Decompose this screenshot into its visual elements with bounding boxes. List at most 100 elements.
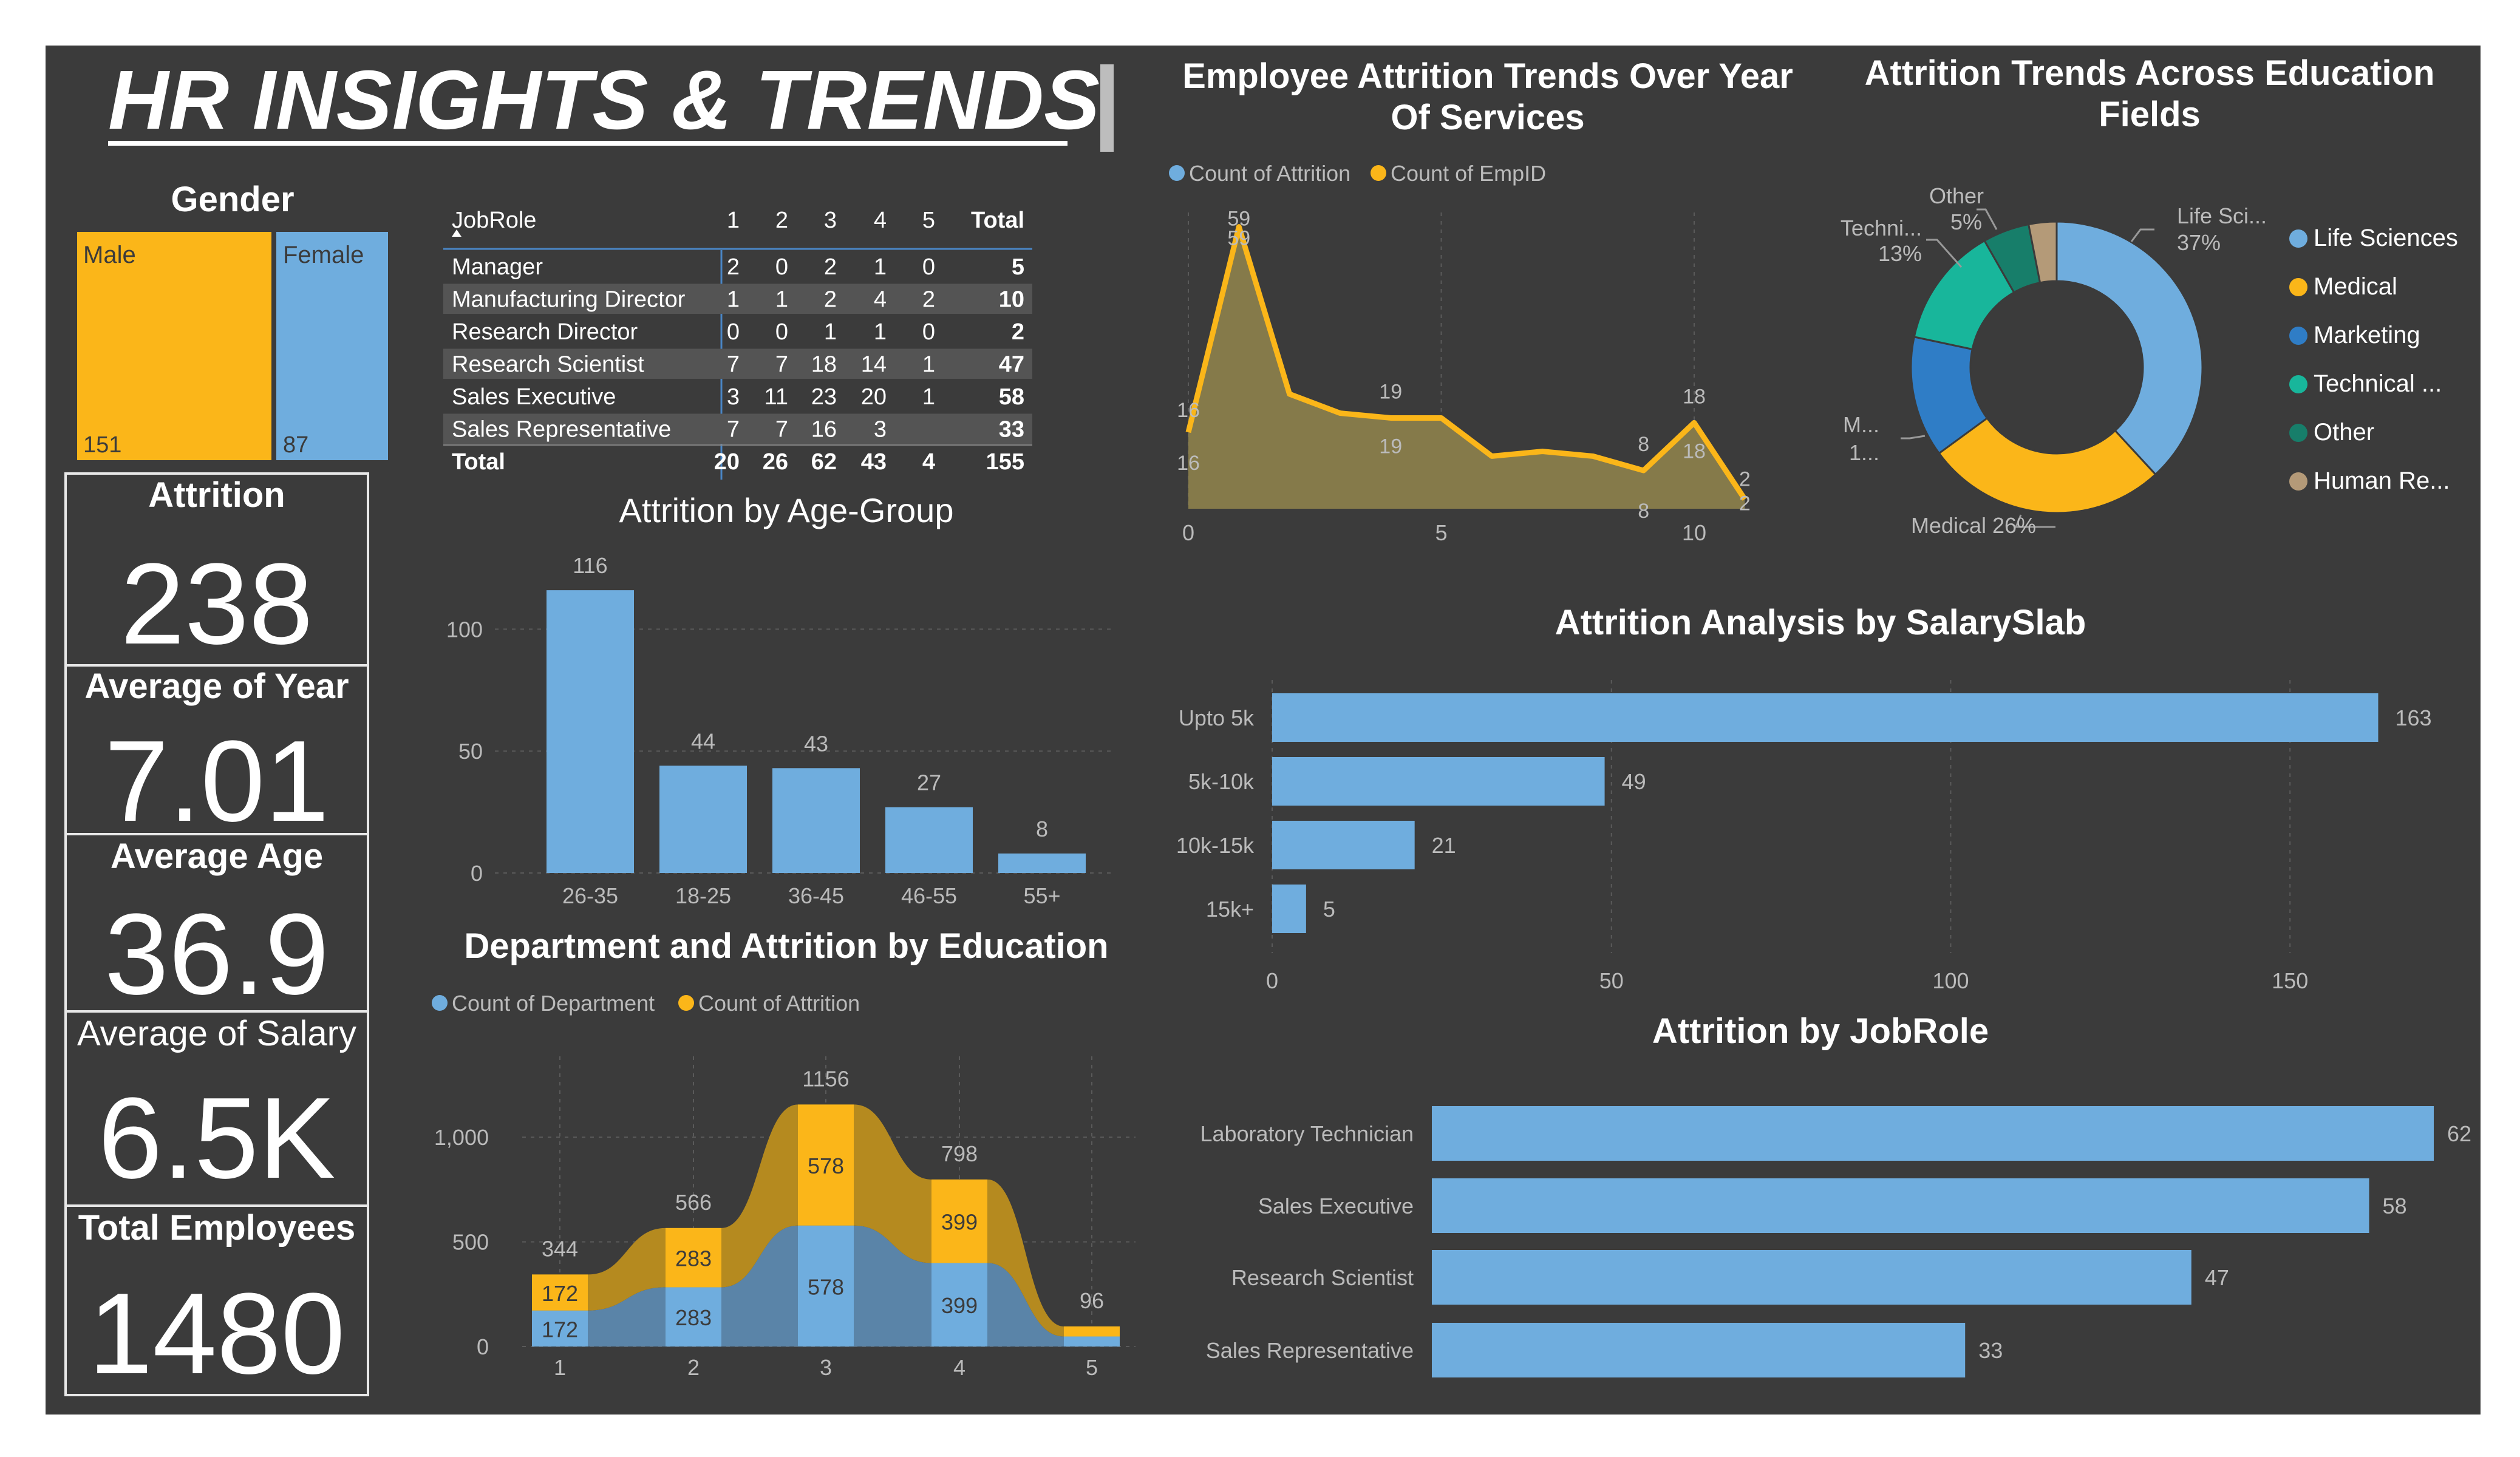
age-bar[interactable] xyxy=(772,768,860,873)
kpi-total-employees-value: 1480 xyxy=(89,1269,346,1398)
age-x-tick: 18-25 xyxy=(675,883,731,908)
age-bar[interactable] xyxy=(998,853,1086,873)
table-cell: 7 xyxy=(775,417,788,443)
donut-legend-item[interactable]: Medical xyxy=(2314,273,2397,300)
dept-y-tick: 1,000 xyxy=(434,1125,489,1150)
table-row[interactable]: Research Director 0 0 1 1 0 2 xyxy=(452,319,1024,345)
dept-column-department[interactable] xyxy=(931,1263,987,1347)
salary-category-label: 15k+ xyxy=(1206,897,1254,922)
salary-bar[interactable] xyxy=(1272,821,1415,869)
sort-arrow-icon[interactable] xyxy=(452,229,461,237)
salary-bar[interactable] xyxy=(1272,885,1306,933)
donut-slice[interactable] xyxy=(2055,220,2204,476)
kpi-avg-salary-value: 6.5K xyxy=(98,1074,336,1203)
table-cell: 2 xyxy=(727,254,740,280)
donut-slice[interactable] xyxy=(1938,416,2157,514)
education-donut-chart: Attrition Trends Across Education Fields… xyxy=(1841,53,2458,538)
service-point-label: 16 xyxy=(1177,452,1200,475)
service-area[interactable] xyxy=(1188,226,1745,509)
donut-legend-item[interactable]: Life Sciences xyxy=(2314,225,2458,251)
dept-column-department[interactable] xyxy=(666,1287,721,1347)
service-point-label: 2 xyxy=(1739,492,1751,515)
donut-legend-marker xyxy=(2289,229,2307,248)
donut-leader-line xyxy=(2014,514,2055,528)
dept-legend-marker-attrition xyxy=(678,995,694,1011)
dept-column-department[interactable] xyxy=(1064,1336,1120,1347)
donut-legend-item[interactable]: Marketing xyxy=(2314,322,2420,348)
donut-legend-item[interactable]: Human Re... xyxy=(2314,467,2450,494)
table-cell: 18 xyxy=(811,352,837,378)
age-bar[interactable] xyxy=(659,766,747,873)
table-cell: 7 xyxy=(775,352,788,378)
service-legend-empid[interactable]: Count of EmpID xyxy=(1391,161,1546,186)
table-cell: 2 xyxy=(824,287,837,313)
gender-female-tile[interactable] xyxy=(274,229,390,463)
table-row-band xyxy=(443,413,1032,444)
table-cell: 5 xyxy=(1012,254,1024,280)
table-cell: 1 xyxy=(922,352,935,378)
gender-male-tile[interactable] xyxy=(75,229,274,463)
donut-legend-marker xyxy=(2289,375,2307,393)
salary-category-label: 5k-10k xyxy=(1188,769,1255,794)
salary-chart-title: Attrition Analysis by SalarySlab xyxy=(1555,603,2086,642)
service-line[interactable] xyxy=(1185,224,1748,501)
donut-title-line1: Attrition Trends Across Education xyxy=(1865,53,2435,93)
jobrole-bar[interactable] xyxy=(1432,1178,2369,1233)
dept-legend-marker-department xyxy=(432,995,448,1011)
dept-legend-attrition[interactable]: Count of Attrition xyxy=(698,991,860,1016)
salary-bar[interactable] xyxy=(1272,693,2379,742)
kpi-avg-year-card: Average of Year 7.01 xyxy=(64,664,369,846)
service-legend-attrition[interactable]: Count of Attrition xyxy=(1189,161,1350,186)
dept-column-attrition[interactable] xyxy=(532,1274,588,1311)
dept-column-department[interactable] xyxy=(798,1225,854,1347)
table-header-jobrole[interactable]: JobRole xyxy=(452,208,536,233)
table-header-cell: 1 xyxy=(727,208,740,233)
dept-column-attrition[interactable] xyxy=(666,1228,721,1288)
dept-column-attrition[interactable] xyxy=(798,1104,854,1226)
table-row[interactable]: Research Scientist 7 7 18 14 1 47 xyxy=(452,352,1024,378)
table-row[interactable]: Sales Executive 3 11 23 20 1 58 xyxy=(452,384,1024,410)
jobrole-bar[interactable] xyxy=(1432,1106,2434,1161)
dept-column-attrition[interactable] xyxy=(931,1179,987,1263)
table-cell: 33 xyxy=(999,417,1024,443)
table-cell: 58 xyxy=(999,384,1024,410)
donut-legend-item[interactable]: Other xyxy=(2314,419,2374,446)
donut-legend-item[interactable]: Technical ... xyxy=(2314,370,2442,397)
table-header-cell: 3 xyxy=(824,208,837,233)
table-cell: 0 xyxy=(727,319,740,345)
table-row[interactable]: Manufacturing Director 1 1 2 4 2 10 xyxy=(452,287,1024,313)
donut-slice[interactable] xyxy=(2027,220,2058,284)
jobrole-bar[interactable] xyxy=(1432,1250,2191,1305)
gender-male-value: 151 xyxy=(83,432,121,458)
dept-y-tick: 500 xyxy=(452,1230,489,1255)
jobrole-bar-label: 33 xyxy=(1978,1338,2003,1363)
salary-x-tick: 50 xyxy=(1599,968,1624,993)
kpi-avg-salary-card: Average of Salary 6.5K xyxy=(64,1010,369,1207)
dept-column-department[interactable] xyxy=(532,1310,588,1347)
table-cell: 0 xyxy=(775,319,788,345)
kpi-total-employees-label: Total Employees xyxy=(78,1208,356,1248)
service-point-label: 19 xyxy=(1379,435,1402,458)
table-row[interactable]: Sales Representative 7 7 16 3 33 xyxy=(452,417,1024,443)
dept-column-attrition[interactable] xyxy=(1064,1326,1120,1337)
table-row[interactable]: Manager 2 0 2 1 0 5 xyxy=(452,254,1024,280)
table-cell-jobrole: Sales Executive xyxy=(452,384,616,410)
kpi-attrition-card: Attrition 238 xyxy=(64,472,369,668)
donut-slice-label: 37% xyxy=(2177,230,2221,255)
service-legend-marker-attrition xyxy=(1169,165,1185,181)
table-total-label: Total xyxy=(452,449,505,475)
dept-value-attrition: 578 xyxy=(808,1153,844,1178)
table-cell: 0 xyxy=(775,254,788,280)
age-bar[interactable] xyxy=(885,807,973,873)
dept-legend-department[interactable]: Count of Department xyxy=(452,991,655,1016)
kpi-avg-salary-label: Average of Salary xyxy=(77,1014,356,1053)
jobrole-bar[interactable] xyxy=(1432,1323,1966,1377)
donut-legend-marker xyxy=(2289,424,2307,442)
salary-bar[interactable] xyxy=(1272,757,1605,806)
jobrole-category-label: Sales Executive xyxy=(1258,1194,1414,1218)
table-cell-jobrole: Manager xyxy=(452,254,543,280)
age-bar[interactable] xyxy=(547,590,634,873)
table-cell: 3 xyxy=(874,417,887,443)
